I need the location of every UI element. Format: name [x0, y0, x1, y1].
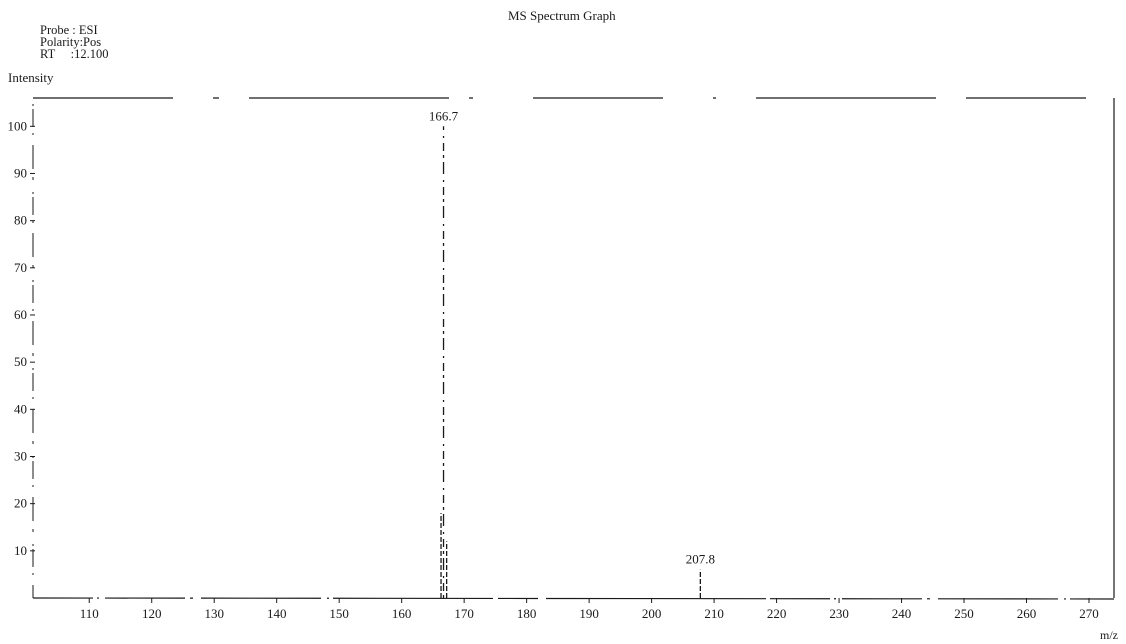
y-tick-label: 80	[14, 213, 27, 228]
polarity-label: Polarity:Pos	[40, 35, 102, 49]
x-tick-label: 260	[1017, 606, 1037, 621]
y-tick-label: 60	[14, 307, 27, 322]
plot-frame	[32, 97, 1115, 600]
peak-label: 166.7	[429, 108, 459, 123]
probe-label: Probe : ESI	[40, 23, 98, 37]
y-tick-label: 100	[8, 118, 28, 133]
x-tick-label: 240	[892, 606, 912, 621]
x-tick-label: 200	[642, 606, 662, 621]
x-tick-label: 140	[267, 606, 287, 621]
x-axis-label: m/z	[1100, 628, 1118, 642]
retention-time-label: RT :12.100	[40, 47, 109, 61]
peak-bars: 166.7 207.8	[429, 108, 715, 598]
y-axis-label: Intensity	[8, 70, 54, 85]
x-axis-ticks: 110 120 130 140 150 160 170 180 190 200 210 220 230 2…	[80, 598, 1099, 621]
x-tick-label: 270	[1079, 606, 1099, 621]
y-tick-label: 70	[14, 260, 27, 275]
x-tick-label: 220	[767, 606, 787, 621]
x-tick-label: 120	[142, 606, 162, 621]
peak-label: 207.8	[686, 552, 715, 567]
x-tick-label: 230	[829, 606, 849, 621]
x-tick-label: 250	[954, 606, 974, 621]
x-tick-label: 130	[204, 606, 224, 621]
y-tick-label: 30	[14, 448, 27, 463]
y-axis-ticks: 10 20 30 40 50 60 70 80 90 100	[8, 118, 35, 558]
x-tick-label: 110	[80, 606, 99, 621]
x-axis-line	[32, 597, 1115, 600]
x-tick-label: 170	[454, 606, 474, 621]
chart-title: MS Spectrum Graph	[508, 8, 616, 23]
x-tick-label: 190	[579, 606, 599, 621]
x-tick-label: 160	[392, 606, 412, 621]
y-tick-label: 50	[14, 354, 27, 369]
y-tick-label: 10	[14, 543, 27, 558]
x-tick-label: 210	[704, 606, 724, 621]
y-tick-label: 90	[14, 165, 27, 180]
y-tick-label: 40	[14, 401, 27, 416]
x-tick-label: 150	[329, 606, 349, 621]
x-tick-label: 180	[517, 606, 537, 621]
y-tick-label: 20	[14, 496, 27, 511]
